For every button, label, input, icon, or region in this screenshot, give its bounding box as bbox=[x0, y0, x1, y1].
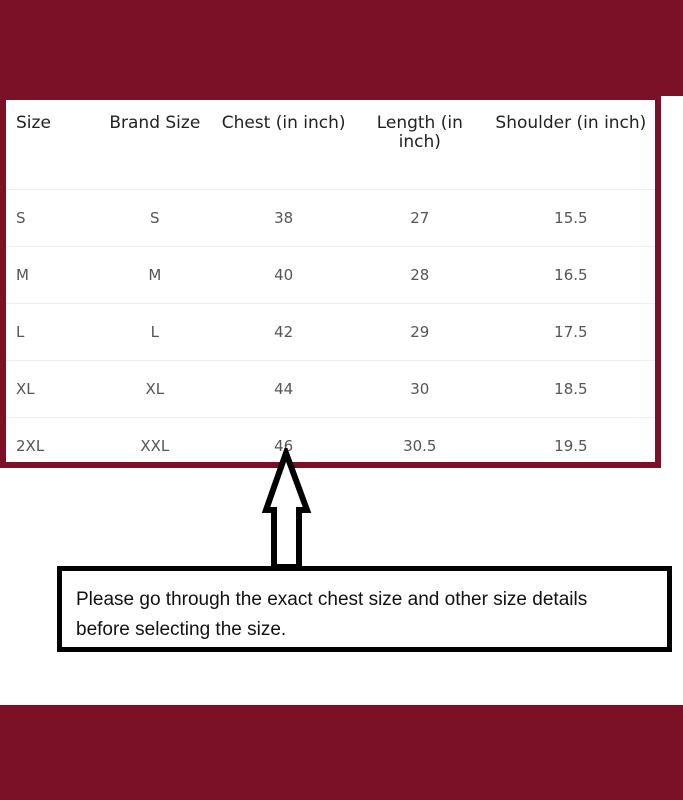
table-cell: 30 bbox=[352, 360, 487, 418]
table-row: M M 40 28 16.5 bbox=[6, 246, 655, 304]
table-cell: L bbox=[6, 303, 96, 361]
table-cell: XXL bbox=[95, 417, 215, 474]
header-length: Length (in inch) bbox=[376, 113, 463, 152]
table-row: 2XL XXL 46 30.5 19.5 bbox=[6, 417, 655, 474]
header-chest: Chest (in inch) bbox=[221, 113, 346, 133]
header-brand-size: Brand Size bbox=[109, 113, 201, 133]
table-cell: 44 bbox=[214, 360, 353, 418]
table-cell: 15.5 bbox=[486, 189, 655, 247]
header-shoulder: Shoulder (in inch) bbox=[495, 113, 647, 133]
table-cell: 42 bbox=[214, 303, 353, 361]
table-row: S S 38 27 15.5 bbox=[6, 189, 655, 247]
header-row: Size Brand Size Chest (in inch) Length (… bbox=[6, 100, 655, 190]
table-cell: 30.5 bbox=[352, 417, 487, 474]
table-cell: XL bbox=[6, 360, 96, 418]
table-cell: 16.5 bbox=[486, 246, 655, 304]
table-cell: 40 bbox=[214, 246, 353, 304]
table-cell: L bbox=[95, 303, 215, 361]
table-cell: S bbox=[95, 189, 215, 247]
table-row: XL XL 44 30 18.5 bbox=[6, 360, 655, 418]
table-cell: 19.5 bbox=[486, 417, 655, 474]
table-cell: 29 bbox=[352, 303, 487, 361]
table-cell: 28 bbox=[352, 246, 487, 304]
table-cell: 17.5 bbox=[486, 303, 655, 361]
table-cell: 38 bbox=[214, 189, 353, 247]
up-arrow-icon bbox=[261, 448, 312, 570]
table-cell: 18.5 bbox=[486, 360, 655, 418]
table-cell: S bbox=[6, 189, 96, 247]
size-chart: Size Brand Size Chest (in inch) Length (… bbox=[0, 94, 661, 474]
header-size: Size bbox=[16, 113, 51, 133]
bottom-banner bbox=[0, 705, 683, 800]
table-cell: M bbox=[95, 246, 215, 304]
table-cell: XL bbox=[95, 360, 215, 418]
size-table: Size Brand Size Chest (in inch) Length (… bbox=[6, 100, 655, 474]
table-cell: 2XL bbox=[6, 417, 96, 474]
table-cell: M bbox=[6, 246, 96, 304]
top-banner bbox=[0, 0, 683, 96]
table-row: L L 42 29 17.5 bbox=[6, 303, 655, 361]
note-text: Please go through the exact chest size a… bbox=[76, 589, 588, 640]
table-cell: 27 bbox=[352, 189, 487, 247]
note-box: Please go through the exact chest size a… bbox=[57, 566, 672, 652]
